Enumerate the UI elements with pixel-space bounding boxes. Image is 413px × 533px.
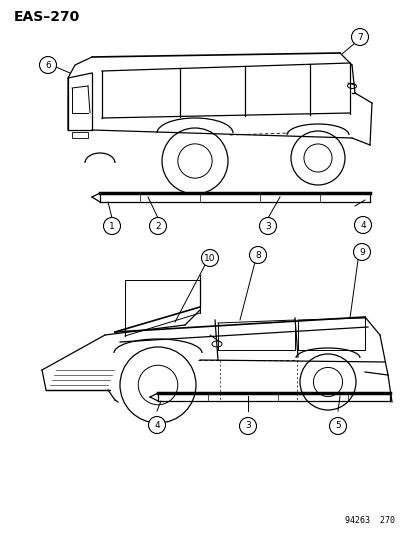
Text: 10: 10 xyxy=(204,254,215,262)
Text: 3: 3 xyxy=(244,422,250,431)
Circle shape xyxy=(329,417,346,434)
Text: 3: 3 xyxy=(264,222,270,230)
Text: 5: 5 xyxy=(334,422,340,431)
Circle shape xyxy=(39,56,56,74)
Circle shape xyxy=(148,416,165,433)
Text: 9: 9 xyxy=(358,247,364,256)
Text: 4: 4 xyxy=(359,221,365,230)
Text: 8: 8 xyxy=(254,251,260,260)
Circle shape xyxy=(149,217,166,235)
Text: 4: 4 xyxy=(154,421,159,430)
Circle shape xyxy=(259,217,276,235)
Text: 6: 6 xyxy=(45,61,51,69)
Text: 94263  270: 94263 270 xyxy=(344,516,394,525)
Circle shape xyxy=(354,216,370,233)
Circle shape xyxy=(239,417,256,434)
Text: 7: 7 xyxy=(356,33,362,42)
Text: 2: 2 xyxy=(155,222,160,230)
Circle shape xyxy=(353,244,370,261)
Circle shape xyxy=(201,249,218,266)
Circle shape xyxy=(103,217,120,235)
Text: 1: 1 xyxy=(109,222,114,230)
Circle shape xyxy=(249,246,266,263)
Circle shape xyxy=(351,28,368,45)
Text: EAS–270: EAS–270 xyxy=(14,10,80,24)
